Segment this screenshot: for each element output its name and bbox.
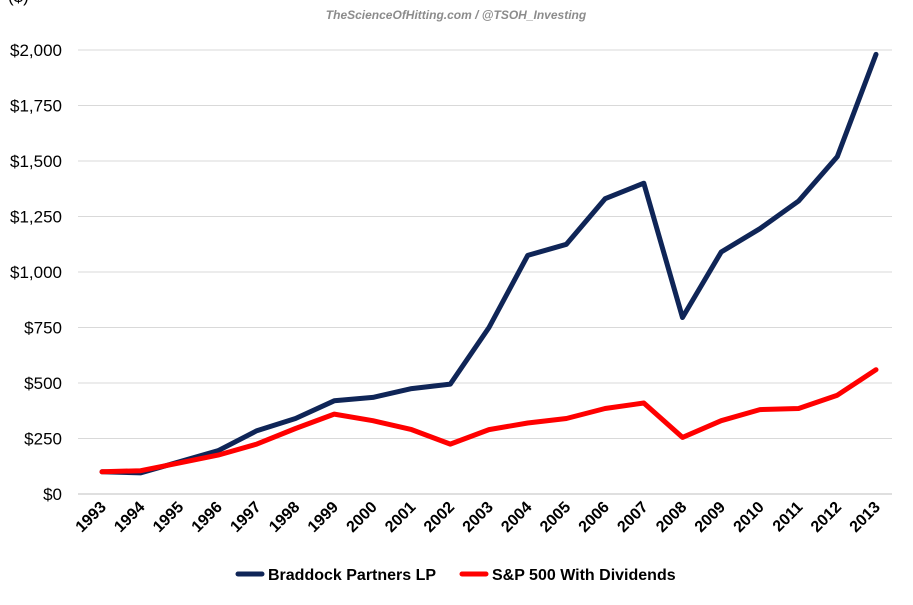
x-tick-label: 2013 [847, 499, 884, 536]
legend-label: Braddock Partners LP [268, 567, 436, 584]
y-tick-label: $0 [43, 485, 62, 504]
x-tick-label: 1996 [189, 499, 226, 536]
y-tick-label: $2,000 [10, 41, 62, 60]
x-tick-label: 2005 [537, 499, 574, 536]
x-tick-label: 2006 [576, 499, 613, 536]
x-tick-label: 2004 [498, 499, 535, 536]
series-lines [99, 51, 879, 476]
x-tick-label: 2003 [460, 499, 497, 536]
x-tick-label: 1994 [111, 499, 148, 536]
x-tick-label: 2012 [808, 499, 845, 536]
y-tick-label: $1,250 [10, 208, 62, 227]
y-tick-label: $750 [24, 319, 62, 338]
x-tick-label: 1998 [266, 499, 303, 536]
x-tick-label: 2000 [344, 499, 381, 536]
x-tick-label: 2010 [731, 499, 768, 536]
gridlines [78, 49, 892, 439]
x-tick-label: 1999 [305, 499, 342, 536]
series-line-sp500 [99, 367, 879, 475]
x-tick-label: 2002 [421, 499, 458, 536]
legend-label: S&P 500 With Dividends [492, 567, 676, 584]
x-tick-label: 1995 [150, 499, 187, 536]
x-tick-label: 1997 [227, 499, 264, 536]
x-tick-label: 2011 [770, 499, 807, 536]
legend: Braddock Partners LP S&P 500 With Dividen… [235, 567, 676, 584]
y-tick-label: $1,500 [10, 152, 62, 171]
y-tick-label: $1,000 [10, 263, 62, 282]
y-tick-label: $500 [24, 374, 62, 393]
x-tick-label: 2001 [382, 499, 419, 536]
series-line-braddock [99, 51, 879, 476]
y-tick-label: $250 [24, 430, 62, 449]
clipped-axis-unit-label: ($) [8, 0, 29, 6]
x-axis: 1993 1994 1995 1996 1997 1998 1999 2000 2001 2002… [73, 493, 892, 536]
y-axis: $0 $250 $500 $750 $1,000 $1,250 $1,500 $1,750 $2… [10, 41, 62, 504]
x-tick-label: 1993 [73, 499, 110, 536]
x-tick-label: 2009 [692, 499, 729, 536]
x-tick-label: 2008 [653, 499, 690, 536]
x-tick-label: 2007 [614, 499, 651, 536]
y-tick-label: $1,750 [10, 97, 62, 116]
watermark-text: TheScienceOfHitting.com / @TSOH_Investin… [326, 8, 587, 22]
